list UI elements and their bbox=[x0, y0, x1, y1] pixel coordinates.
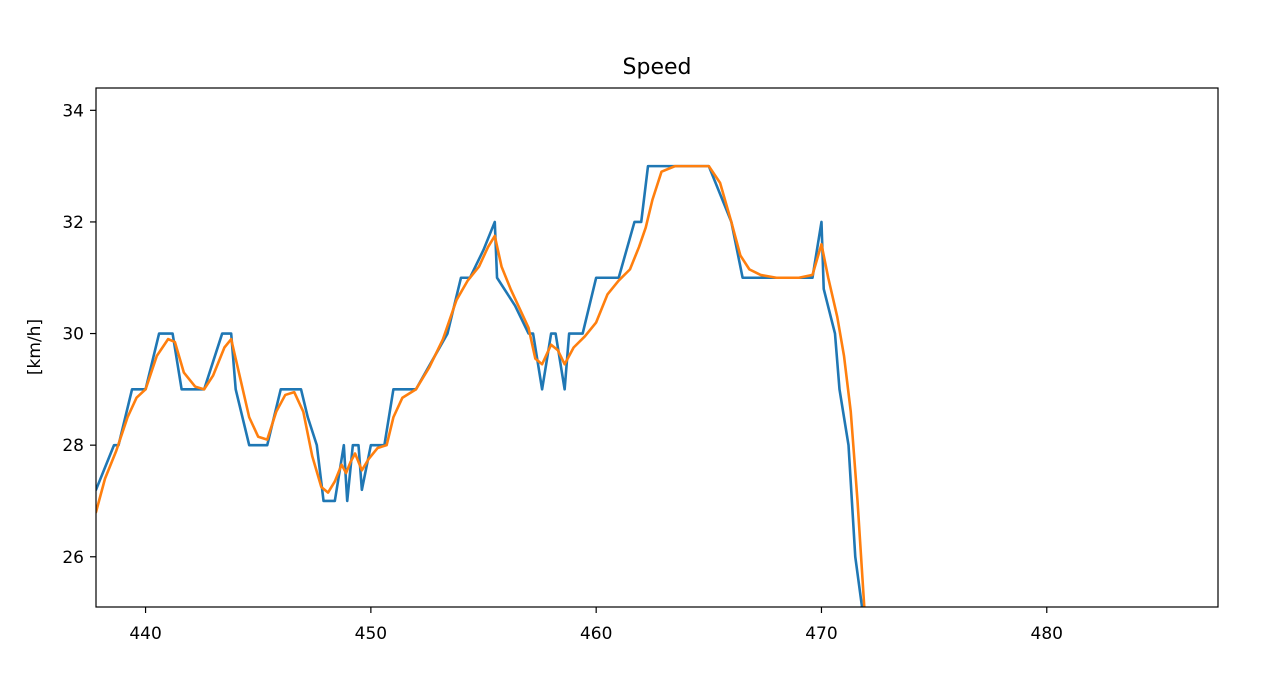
y-tick-label: 28 bbox=[62, 436, 84, 456]
x-tick-label: 460 bbox=[580, 624, 612, 644]
series-layer bbox=[96, 164, 866, 607]
y-tick-label: 30 bbox=[62, 325, 84, 345]
series-line-1 bbox=[96, 164, 864, 607]
y-tick-label: 34 bbox=[62, 101, 84, 121]
series-line-2 bbox=[96, 164, 866, 607]
y-axis: 26 28 30 32 34 bbox=[62, 101, 96, 568]
x-axis: 440 450 460 470 480 bbox=[129, 607, 1063, 644]
y-tick-label: 32 bbox=[62, 213, 84, 233]
plot-frame bbox=[95, 87, 1219, 608]
chart-title: Speed bbox=[623, 55, 692, 80]
x-tick-label: 480 bbox=[1031, 624, 1063, 644]
y-tick-label: 26 bbox=[62, 548, 84, 568]
x-tick-label: 470 bbox=[805, 624, 837, 644]
x-tick-label: 450 bbox=[355, 624, 387, 644]
y-axis-label: [km/h] bbox=[25, 319, 45, 375]
x-tick-label: 440 bbox=[129, 624, 161, 644]
